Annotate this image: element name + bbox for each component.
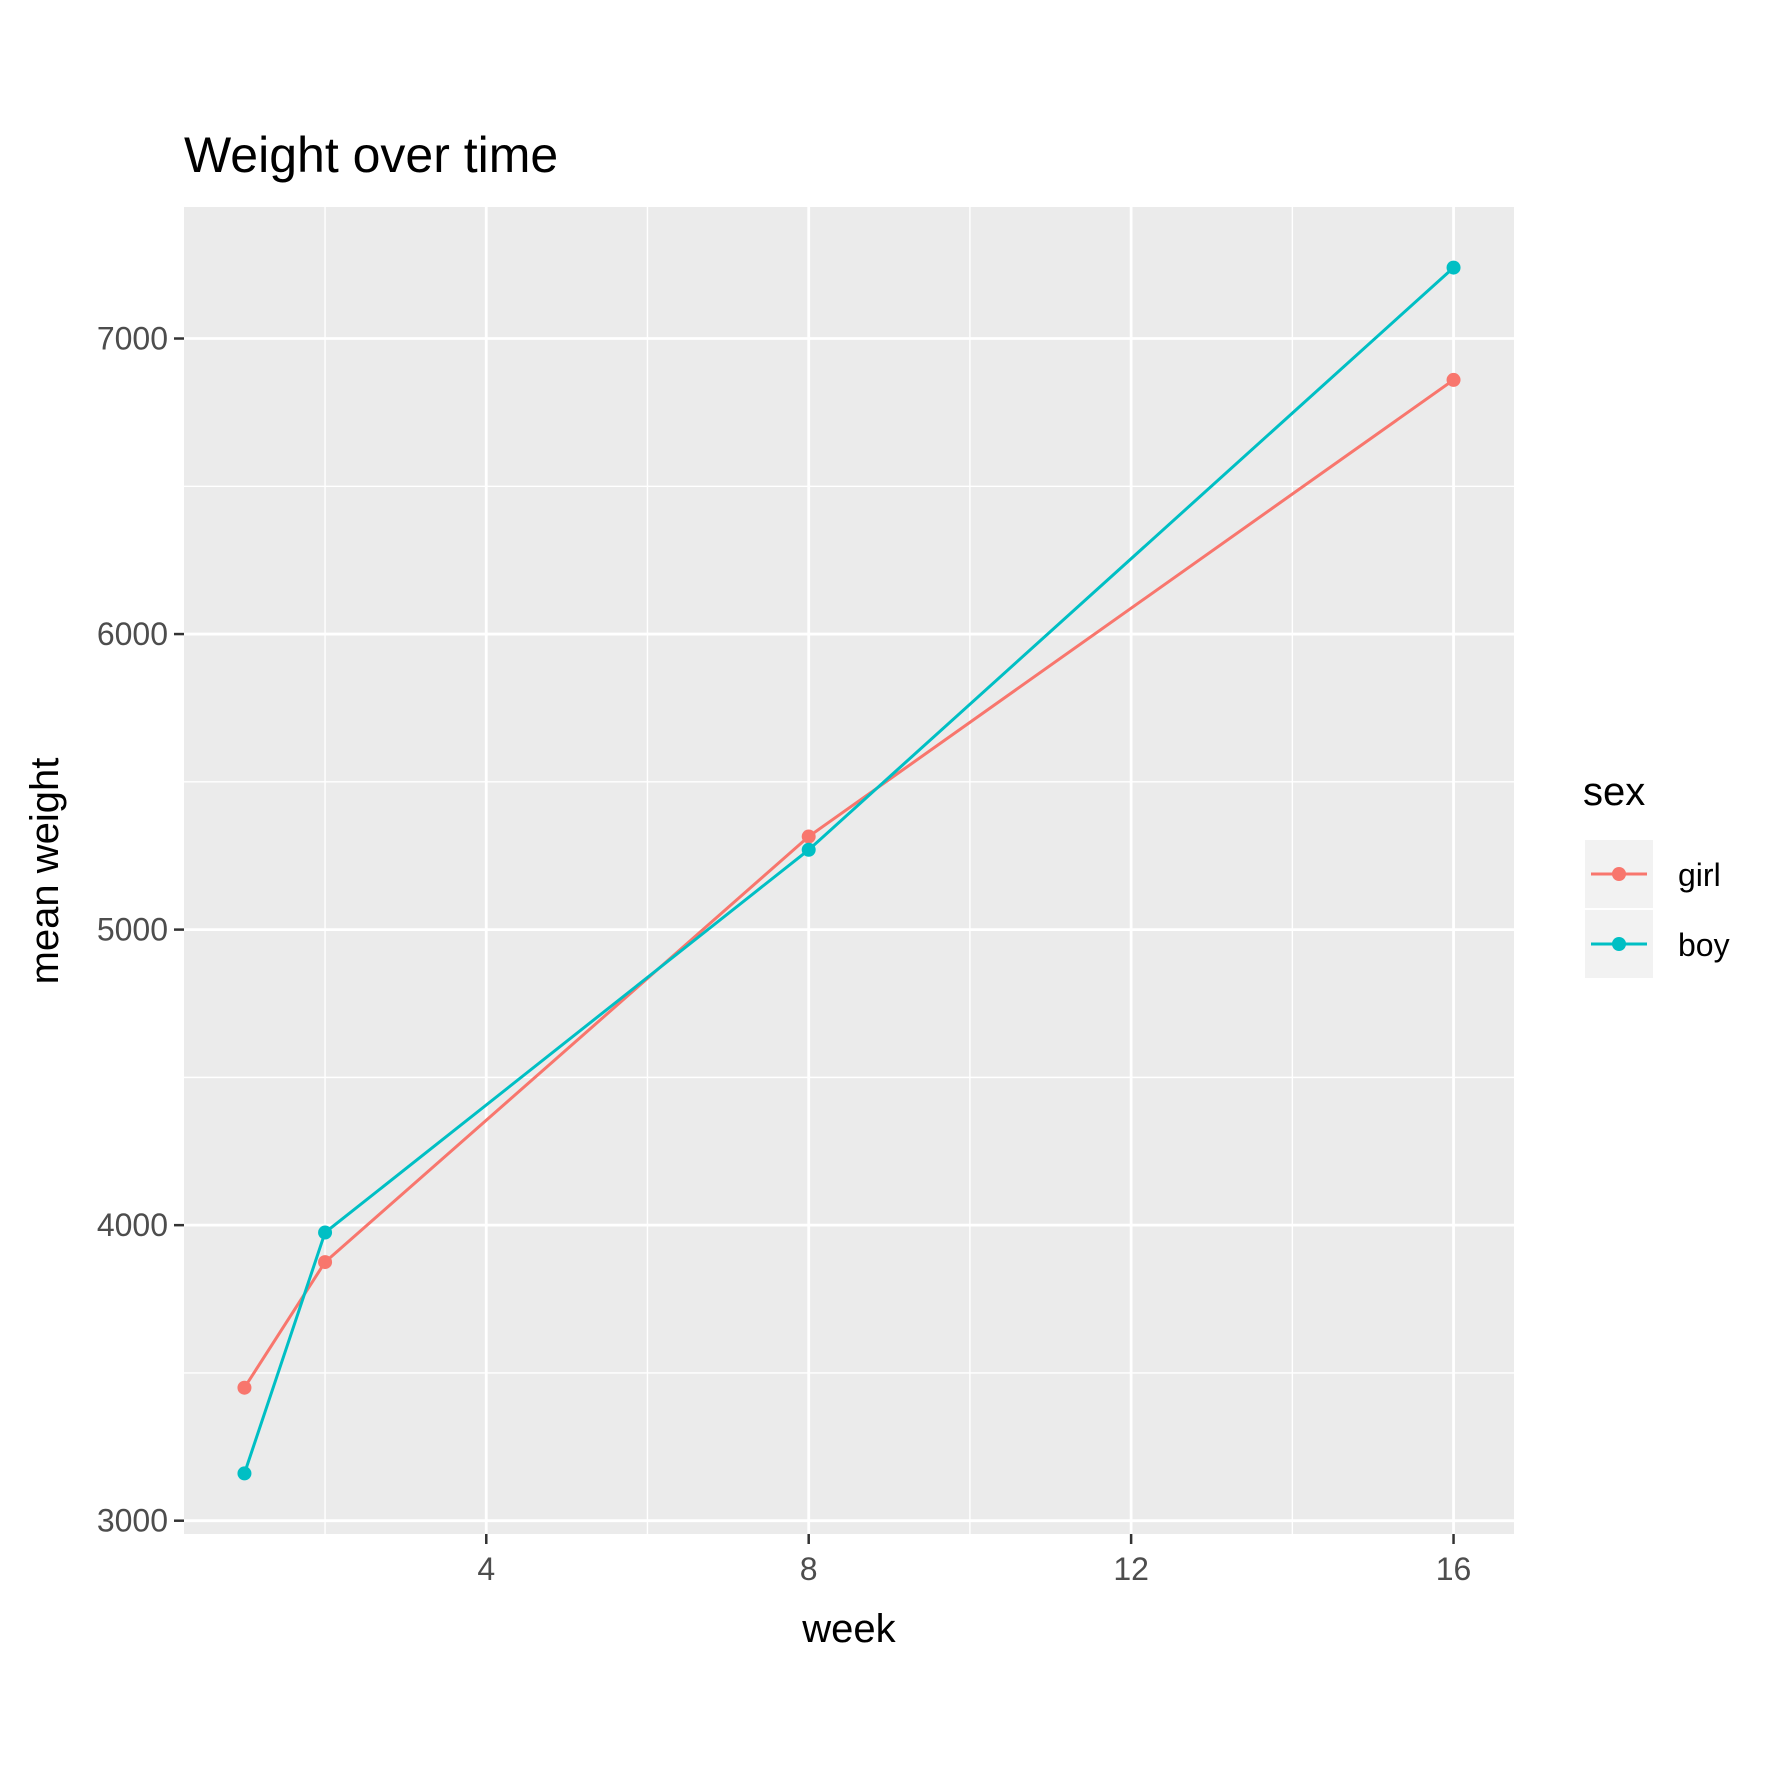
major-gridlines [184, 207, 1514, 1534]
x-tick-label: 8 [800, 1551, 818, 1587]
y-tick-label: 5000 [97, 912, 168, 948]
data-point-boy [318, 1225, 333, 1240]
data-point-girl [237, 1380, 252, 1395]
legend-key-point [1612, 867, 1626, 881]
y-tick-label: 7000 [97, 321, 168, 357]
y-tick-label: 4000 [97, 1207, 168, 1243]
chart-title: Weight over time [184, 127, 558, 183]
x-tick-label: 4 [477, 1551, 495, 1587]
y-axis-title: mean weight [23, 758, 67, 985]
legend-item-girl: girl [1585, 840, 1721, 908]
plot-panel [184, 207, 1514, 1534]
legend: sex girl boy [1583, 770, 1730, 978]
legend-label: girl [1678, 857, 1721, 893]
series-girl [237, 372, 1461, 1395]
x-tick-label: 12 [1113, 1551, 1149, 1587]
legend-title: sex [1583, 770, 1645, 814]
series-line-boy [243, 266, 1455, 1474]
x-axis: 4 8 12 16 [477, 1534, 1471, 1587]
series-line-girl [243, 378, 1455, 1389]
x-tick-label: 16 [1436, 1551, 1472, 1587]
data-point-boy [801, 842, 816, 857]
y-axis: 3000 4000 5000 6000 7000 [97, 321, 184, 1539]
minor-gridlines [184, 207, 1514, 1534]
data-point-girl [1446, 372, 1461, 387]
legend-key-point [1612, 937, 1626, 951]
legend-item-boy: boy [1585, 910, 1730, 978]
data-series [237, 260, 1461, 1481]
series-boy [237, 260, 1461, 1481]
data-point-boy [237, 1466, 252, 1481]
data-point-boy [1446, 260, 1461, 275]
data-point-girl [801, 829, 816, 844]
y-tick-label: 3000 [97, 1503, 168, 1539]
x-axis-title: week [801, 1607, 896, 1651]
y-tick-label: 6000 [97, 616, 168, 652]
data-point-girl [318, 1255, 333, 1270]
legend-label: boy [1678, 927, 1730, 963]
